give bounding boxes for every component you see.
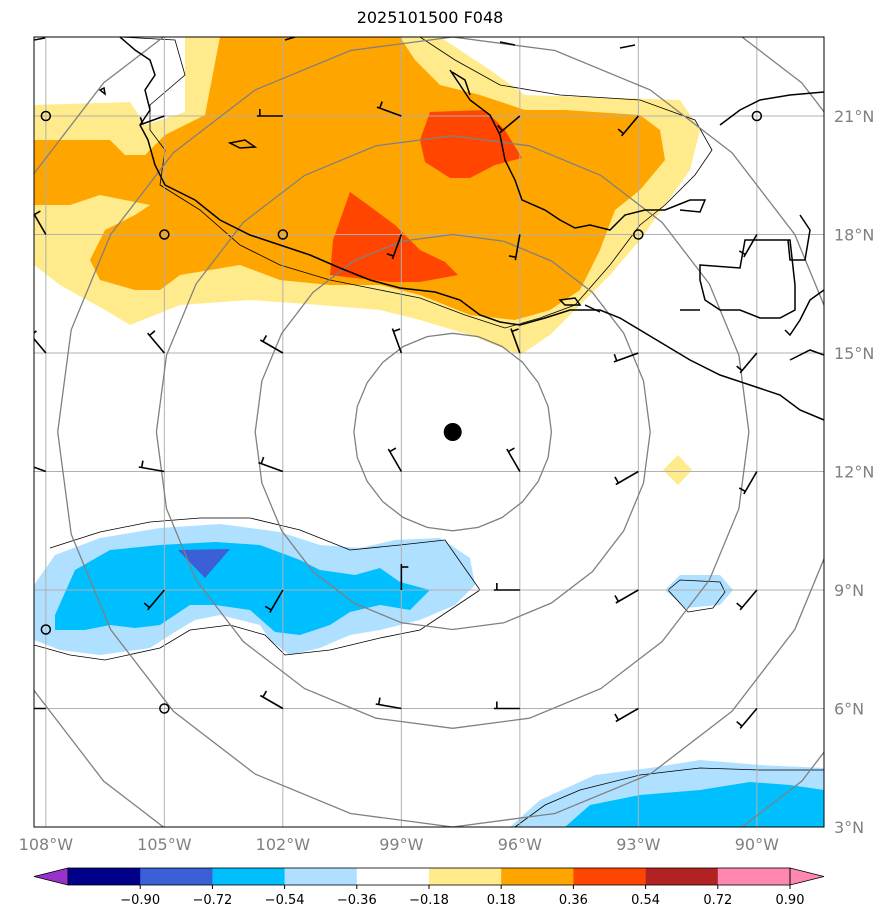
colorbar-label: −0.90 bbox=[120, 893, 160, 908]
wind-barb-calm bbox=[40, 624, 52, 635]
contour-negative-outline-east bbox=[667, 579, 726, 613]
wind-barb bbox=[613, 352, 639, 363]
colorbar-segment bbox=[645, 868, 719, 885]
wind-barb bbox=[400, 564, 409, 590]
shade-negative-054-west bbox=[178, 549, 230, 578]
range-ring bbox=[353, 332, 553, 532]
wind-barb bbox=[34, 210, 47, 235]
colorbar-segment bbox=[284, 868, 358, 885]
wind-barb-calm bbox=[751, 110, 763, 122]
storm-center-marker bbox=[443, 423, 462, 441]
plot-frame bbox=[33, 36, 825, 828]
wind-barb bbox=[256, 109, 283, 117]
wind-barb bbox=[614, 470, 639, 486]
wind-barb bbox=[259, 690, 284, 710]
wind-barb-calm bbox=[159, 703, 170, 714]
wind-barb bbox=[34, 466, 47, 473]
x-tick-label: 93°W bbox=[616, 835, 660, 854]
wind-barb bbox=[614, 707, 639, 723]
colorbar-segment bbox=[212, 868, 285, 885]
colorbar-segment bbox=[140, 868, 213, 885]
y-tick-label: 18°N bbox=[834, 226, 874, 245]
wind-barb bbox=[34, 330, 47, 354]
x-tick-label: 105°W bbox=[137, 835, 192, 854]
y-tick-label: 12°N bbox=[834, 463, 874, 482]
colorbar-label: 0.72 bbox=[703, 893, 732, 908]
range-ring bbox=[254, 233, 651, 631]
wind-barb bbox=[736, 352, 758, 374]
wind-barb bbox=[143, 589, 165, 611]
colorbar-segment bbox=[356, 868, 430, 885]
shade-positive-isolated bbox=[663, 455, 692, 485]
wind-barb bbox=[264, 589, 284, 613]
wind-barb bbox=[738, 471, 758, 495]
wind-barb-calm bbox=[633, 229, 644, 240]
wind-barb bbox=[510, 328, 521, 354]
colorbar-label: −0.18 bbox=[409, 893, 449, 908]
x-tick-label: 99°W bbox=[379, 835, 423, 854]
shade-negative-036-south bbox=[565, 782, 824, 827]
colorbar-label: −0.36 bbox=[337, 893, 377, 908]
shade-negative-018-east bbox=[665, 575, 733, 608]
wind-barb bbox=[387, 447, 403, 472]
colorbar-segment bbox=[573, 868, 646, 885]
colorbar-extend-low bbox=[33, 867, 69, 886]
colorbar-label: 0.54 bbox=[631, 893, 660, 908]
x-tick-label: 90°W bbox=[735, 835, 779, 854]
wind-barb bbox=[34, 707, 46, 710]
map-title: 2025101500 F048 bbox=[356, 8, 504, 27]
wind-barb bbox=[493, 701, 520, 710]
wind-barb bbox=[493, 583, 520, 591]
wind-barb bbox=[147, 330, 165, 354]
contour-positive-outline bbox=[119, 37, 713, 329]
colorbar-extend-high bbox=[789, 867, 825, 886]
wind-barb bbox=[138, 460, 165, 473]
wind-barb bbox=[391, 328, 403, 354]
contour-negative-outline-south bbox=[514, 767, 824, 827]
y-tick-label: 21°N bbox=[834, 107, 874, 126]
colorbar-segment bbox=[501, 868, 574, 885]
wind-barb bbox=[259, 335, 284, 354]
wind-barb-calm bbox=[277, 229, 289, 240]
colorbar-segment bbox=[717, 868, 791, 885]
wind-barb bbox=[736, 707, 758, 729]
wind-barb bbox=[736, 589, 758, 611]
range-ring bbox=[57, 37, 824, 827]
y-tick-label: 15°N bbox=[834, 344, 874, 363]
colorbar-label: −0.54 bbox=[265, 893, 305, 908]
wind-barb bbox=[386, 234, 403, 260]
x-tick-label: 96°W bbox=[498, 835, 542, 854]
wind-barb-calm bbox=[159, 229, 170, 240]
axis-tick-labels: 108°W 105°W 102°W 99°W 96°W 93°W 90°W 21°N 18°N 1… bbox=[19, 107, 875, 854]
y-tick-label: 6°N bbox=[834, 700, 864, 719]
wind-barb bbox=[258, 456, 284, 473]
wind-barb-calm bbox=[40, 110, 52, 122]
contour-negative-outline-west bbox=[34, 517, 481, 661]
shade-positive-054-south bbox=[330, 192, 458, 282]
wind-barb bbox=[376, 101, 402, 117]
y-tick-label: 3°N bbox=[834, 818, 864, 837]
colorbar-label: 0.36 bbox=[559, 893, 588, 908]
shade-positive-036 bbox=[34, 37, 665, 320]
colorbar-segment bbox=[429, 868, 502, 885]
wind-barb bbox=[614, 589, 639, 604]
wind-barb bbox=[617, 115, 639, 137]
wind-barb bbox=[506, 447, 521, 472]
colorbar-label: 0.18 bbox=[487, 893, 516, 908]
colorbar: −0.90 −0.72 −0.54 −0.36 −0.18 0.18 0.36 0.54 0.7… bbox=[33, 867, 825, 908]
wind-barb bbox=[375, 697, 402, 710]
range-ring bbox=[155, 135, 750, 729]
x-tick-label: 102°W bbox=[256, 835, 311, 854]
wind-barb bbox=[497, 115, 521, 134]
colorbar-label: −0.72 bbox=[192, 893, 232, 908]
shade-negative-036-west bbox=[55, 542, 430, 635]
x-tick-label: 108°W bbox=[19, 835, 74, 854]
y-tick-label: 9°N bbox=[834, 581, 864, 600]
colorbar-segment bbox=[68, 868, 141, 885]
colorbar-label: 0.90 bbox=[776, 893, 805, 908]
wind-barb bbox=[508, 234, 521, 261]
